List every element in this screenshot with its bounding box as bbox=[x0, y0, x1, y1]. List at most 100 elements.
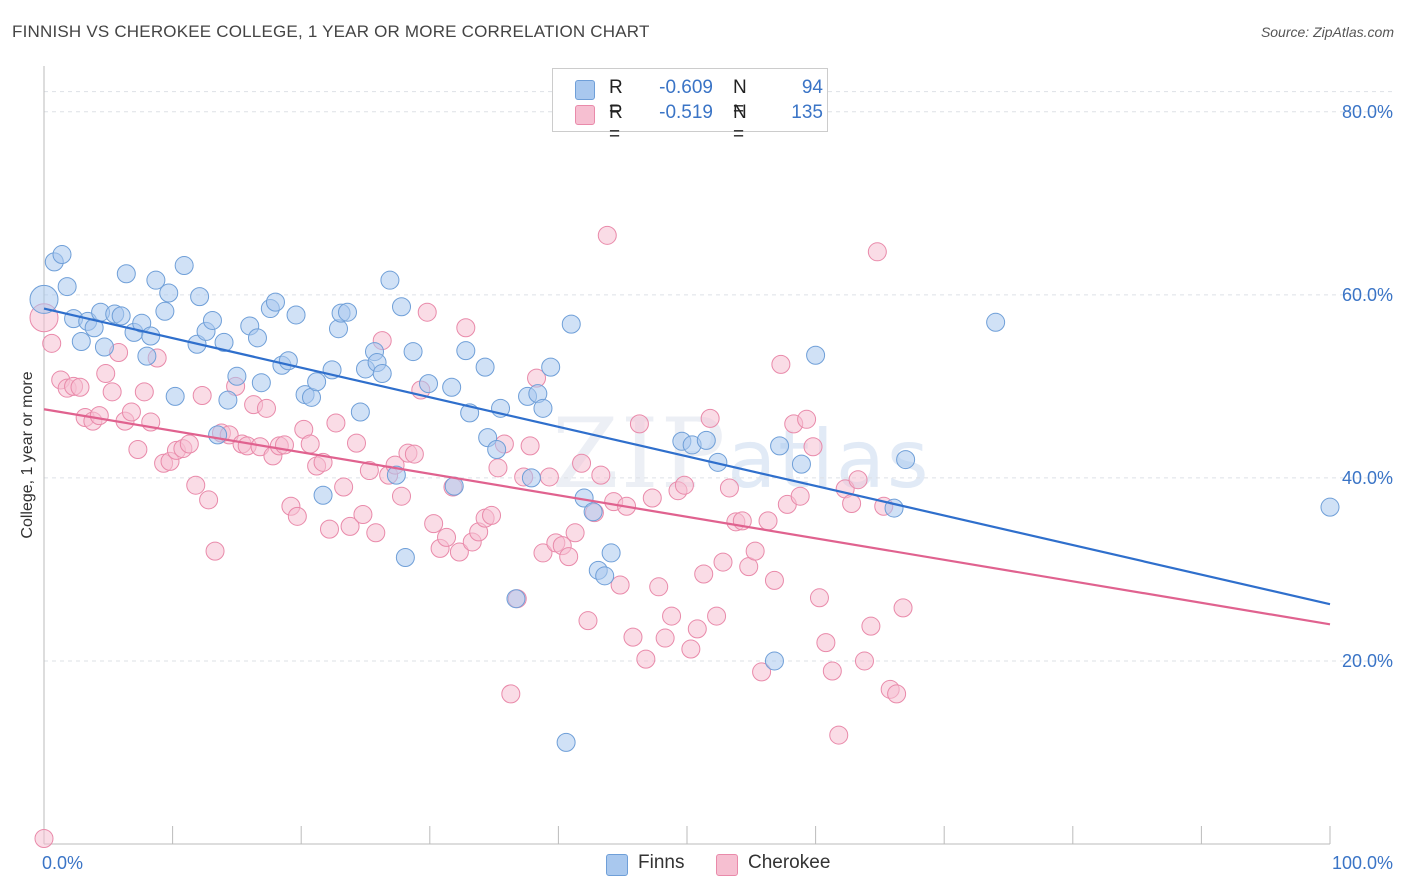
cherokee-point bbox=[764, 570, 784, 590]
cherokee-point bbox=[482, 505, 502, 525]
finns-swatch bbox=[575, 80, 595, 100]
cherokee-point bbox=[662, 606, 682, 626]
legend-r-label: R = bbox=[609, 77, 623, 120]
finns-point bbox=[583, 502, 603, 522]
finns-point bbox=[770, 436, 790, 456]
finns-point bbox=[456, 341, 476, 361]
finns-point bbox=[155, 301, 175, 321]
finns-point bbox=[696, 430, 716, 450]
legend-n-label: N = bbox=[733, 77, 747, 120]
cherokee-point bbox=[629, 414, 649, 434]
finns-point bbox=[29, 284, 59, 314]
cherokee-point bbox=[758, 511, 778, 531]
finns-point bbox=[986, 312, 1006, 332]
cherokee-point bbox=[642, 488, 662, 508]
x-tick-label: 0.0% bbox=[42, 853, 83, 873]
cherokee-point bbox=[287, 506, 307, 526]
finns-point bbox=[541, 357, 561, 377]
finns-point bbox=[372, 364, 392, 384]
cherokee-point bbox=[192, 386, 212, 406]
finns-point bbox=[403, 342, 423, 362]
cherokee-point bbox=[655, 628, 675, 648]
legend-r-value: -0.609 bbox=[659, 77, 713, 98]
cherokee-point bbox=[353, 504, 373, 524]
cherokee-point bbox=[34, 829, 54, 849]
cherokee-point bbox=[752, 662, 772, 682]
cherokee-point bbox=[456, 318, 476, 338]
cherokee-point bbox=[539, 467, 559, 487]
finns-point bbox=[218, 390, 238, 410]
cherokee-trend-line bbox=[43, 408, 1331, 626]
cherokee-point bbox=[842, 494, 862, 514]
cherokee-point bbox=[501, 684, 521, 704]
finns-point bbox=[601, 543, 621, 563]
cherokee-point bbox=[42, 333, 62, 353]
correlation-legend: R = -0.609 N = 94 R = -0.519 N = 135 bbox=[552, 68, 828, 145]
cherokee-point bbox=[816, 633, 836, 653]
finns-point bbox=[386, 465, 406, 485]
finns-point bbox=[395, 548, 415, 568]
finns-point bbox=[190, 287, 210, 307]
tick-labels: 20.0% 40.0% 60.0% 80.0% 0.0% 100.0% bbox=[42, 102, 1393, 873]
cherokee-point bbox=[326, 413, 346, 433]
finns-legend-swatch bbox=[606, 854, 628, 876]
cherokee-point bbox=[797, 409, 817, 429]
cherokee-point bbox=[340, 516, 360, 536]
finns-point bbox=[392, 297, 412, 317]
finns-point bbox=[313, 485, 333, 505]
legend-r-value: -0.519 bbox=[659, 102, 713, 123]
cherokee-point bbox=[610, 575, 630, 595]
cherokee-point bbox=[128, 440, 148, 460]
cherokee-point bbox=[719, 478, 739, 498]
finns-point bbox=[265, 292, 285, 312]
cherokee-legend-swatch bbox=[716, 854, 738, 876]
cherokee-point bbox=[597, 225, 617, 245]
cherokee-point bbox=[636, 649, 656, 669]
legend-n-value: 94 bbox=[801, 77, 823, 98]
finns-point bbox=[328, 319, 348, 339]
finns-point bbox=[94, 337, 114, 357]
finns-point bbox=[111, 306, 131, 326]
cherokee-point bbox=[366, 523, 386, 543]
cherokee-point bbox=[867, 242, 887, 262]
chart-title: FINNISH VS CHEROKEE COLLEGE, 1 YEAR OR M… bbox=[12, 22, 650, 41]
finns-point bbox=[137, 346, 157, 366]
finns-point bbox=[307, 372, 327, 392]
cherokee-point bbox=[822, 661, 842, 681]
cherokee-point bbox=[687, 619, 707, 639]
cherokee-point bbox=[803, 437, 823, 457]
cherokee-point bbox=[319, 519, 339, 539]
cherokee-point bbox=[179, 434, 199, 454]
finns-point bbox=[141, 326, 161, 346]
x-tick-label: 100.0% bbox=[1332, 853, 1393, 873]
finns-point bbox=[174, 256, 194, 276]
cherokee-point bbox=[346, 433, 366, 453]
source-label: Source: ZipAtlas.com bbox=[1260, 24, 1394, 40]
cherokee-point bbox=[488, 458, 508, 478]
cherokee-point bbox=[790, 486, 810, 506]
y-tick-label: 60.0% bbox=[1342, 285, 1393, 305]
finns-point bbox=[286, 305, 306, 325]
finns-point bbox=[214, 332, 234, 352]
cherokee-point bbox=[334, 477, 354, 497]
finns-point bbox=[475, 357, 495, 377]
finns-point bbox=[146, 270, 166, 290]
finns-points bbox=[29, 245, 1340, 752]
finns-point bbox=[419, 374, 439, 394]
cherokee-swatch bbox=[575, 105, 595, 125]
finns-trend-line bbox=[43, 307, 1331, 606]
cherokee-point bbox=[591, 465, 611, 485]
axes bbox=[43, 66, 1331, 845]
finns-point bbox=[556, 732, 576, 752]
cherokee-point bbox=[199, 490, 219, 510]
watermark-atlas: atlas bbox=[727, 413, 931, 506]
finns-point bbox=[442, 377, 462, 397]
cherokee-point bbox=[861, 616, 881, 636]
legend-n-label: N = bbox=[733, 102, 747, 145]
finns-point bbox=[52, 245, 72, 265]
cherokee-point bbox=[404, 444, 424, 464]
cherokee-point bbox=[186, 475, 206, 495]
cherokee-point bbox=[578, 611, 598, 631]
cherokee-point bbox=[674, 475, 694, 495]
